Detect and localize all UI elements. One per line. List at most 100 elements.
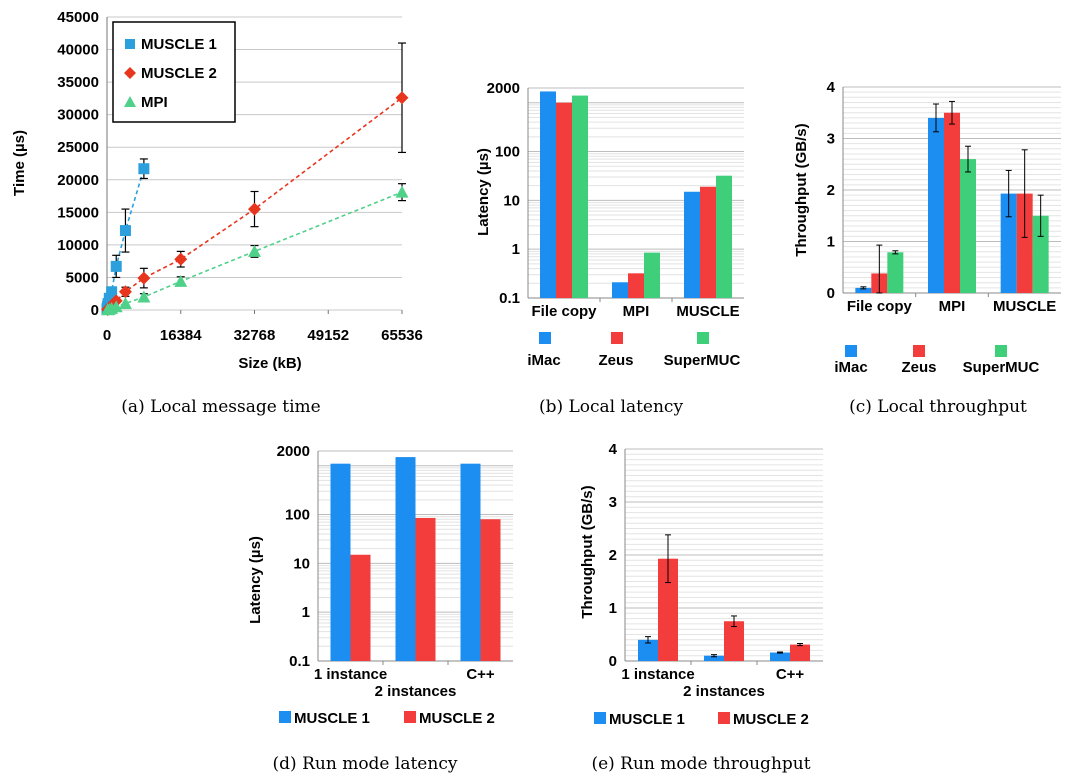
x-tick-label: 0	[103, 327, 111, 344]
y-tick-label: 3	[609, 494, 617, 511]
y-tick-label: 1	[512, 241, 520, 258]
data-point	[248, 202, 261, 216]
bar-supermuc-mpi	[960, 159, 976, 293]
bar-imac-file-copy	[540, 91, 556, 298]
category-label: File copy	[531, 303, 597, 320]
y-tick-label: 4	[827, 79, 836, 96]
bar-imac-muscle	[1000, 193, 1017, 293]
data-point	[110, 260, 122, 272]
legend-swatch	[845, 345, 857, 357]
bar-zeus-mpi	[628, 273, 644, 298]
caption-c: (c) Local throughput	[849, 397, 1027, 417]
legend-label: iMac	[834, 359, 867, 376]
category-label: 2 instances	[683, 683, 765, 700]
data-point	[119, 225, 131, 237]
category-label: MUSCLE	[993, 298, 1056, 315]
legend-swatch	[611, 332, 623, 344]
y-tick-label: 3	[827, 131, 835, 148]
bar-imac-muscle	[684, 191, 700, 298]
bar-zeus-file-copy	[556, 102, 572, 299]
bar-muscle-2-1-instance	[658, 558, 678, 661]
bar-supermuc-file-copy	[887, 252, 904, 293]
bar-supermuc-muscle	[1032, 215, 1049, 293]
bar-imac-mpi	[612, 282, 628, 298]
series-mpi	[101, 183, 409, 316]
chart-local-throughput: 0 1 2 3 4 File copy MPI MUSCLE Throughput (GB/s…	[793, 79, 1061, 417]
y-tick-label: 10000	[57, 237, 99, 254]
y-tick-label: 0	[827, 285, 835, 302]
category-label: MPI	[623, 303, 650, 320]
bar-supermuc-muscle	[716, 175, 732, 298]
legend-label: MUSCLE 1	[609, 711, 685, 728]
bar-muscle-2-2-instances	[724, 621, 744, 661]
legend-label: SuperMUC	[664, 352, 741, 369]
bar-zeus-mpi	[944, 112, 960, 293]
chart-local-latency: 0.1 1 10 100 2000 File copy MPI MUSCLE Latency …	[475, 80, 744, 417]
bar-muscle-2-c	[480, 519, 501, 661]
caption-e: (e) Run mode throughput	[591, 754, 810, 774]
bar-supermuc-file-copy	[572, 95, 588, 298]
category-label: C++	[466, 666, 495, 683]
legend-label: Zeus	[901, 359, 936, 376]
y-tick-label: 2	[609, 547, 617, 564]
bar-zeus-muscle	[1016, 193, 1033, 293]
chart-local-message-time: 0 5000 10000 15000 20000 25000 30000 35000 40000…	[11, 9, 423, 417]
bar-muscle-1-1-instance	[638, 639, 658, 661]
y-tick-label: 2000	[277, 443, 310, 460]
data-point	[174, 252, 188, 266]
legend-marker	[125, 39, 135, 49]
data-point	[103, 292, 115, 304]
legend-swatch	[718, 712, 730, 724]
legend-label: Zeus	[598, 352, 633, 369]
legend-label: iMac	[527, 352, 560, 369]
legend-marker	[124, 67, 136, 79]
legend-swatch	[539, 332, 551, 344]
caption-b: (b) Local latency	[539, 397, 684, 417]
y-tick-label: 0	[91, 302, 99, 319]
data-point	[137, 271, 151, 285]
legend-label: MPI	[141, 94, 168, 111]
y-tick-label: 45000	[57, 9, 99, 26]
category-label: 1 instance	[314, 666, 387, 683]
axis-label-y: Time (µs)	[11, 130, 28, 196]
y-tick-label: 0.1	[289, 653, 310, 670]
y-tick-label: 35000	[57, 74, 99, 91]
y-tick-label: 25000	[57, 139, 99, 156]
bar-muscle-1-1-instance	[330, 463, 351, 661]
y-tick-label: 0	[609, 653, 617, 670]
y-tick-label: 100	[285, 507, 310, 524]
legend-label: MUSCLE 1	[294, 710, 370, 727]
data-point	[138, 163, 150, 175]
bar-muscle-1-c	[460, 463, 481, 661]
x-tick-label: 16384	[160, 327, 202, 344]
category-label: MUSCLE	[676, 303, 739, 320]
y-tick-label: 2000	[487, 80, 520, 97]
category-label: C++	[776, 666, 805, 683]
legend-label: MUSCLE 1	[141, 36, 217, 53]
category-label: 1 instance	[621, 666, 694, 683]
x-tick-label: 65536	[381, 327, 423, 344]
legend-label: MUSCLE 2	[419, 710, 495, 727]
y-tick-label: 30000	[57, 107, 99, 124]
category-label: 2 instances	[375, 683, 457, 700]
legend-swatch	[995, 345, 1007, 357]
y-tick-label: 20000	[57, 172, 99, 189]
y-tick-label: 4	[609, 441, 618, 458]
bar-imac-file-copy	[855, 287, 872, 293]
category-label: File copy	[847, 298, 913, 315]
legend-label: MUSCLE 2	[141, 65, 217, 82]
legend-swatch	[697, 332, 709, 344]
axis-label-y: Throughput (GB/s)	[793, 123, 810, 256]
legend-swatch	[913, 345, 925, 357]
bar-zeus-muscle	[700, 186, 716, 298]
x-tick-label: 49152	[307, 327, 349, 344]
legend-marker	[124, 96, 136, 107]
data-point	[137, 290, 151, 303]
y-tick-label: 1	[609, 600, 617, 617]
caption-d: (d) Run mode latency	[273, 754, 458, 774]
bar-muscle-1-2-instances	[395, 457, 416, 661]
y-tick-label: 5000	[66, 269, 99, 286]
